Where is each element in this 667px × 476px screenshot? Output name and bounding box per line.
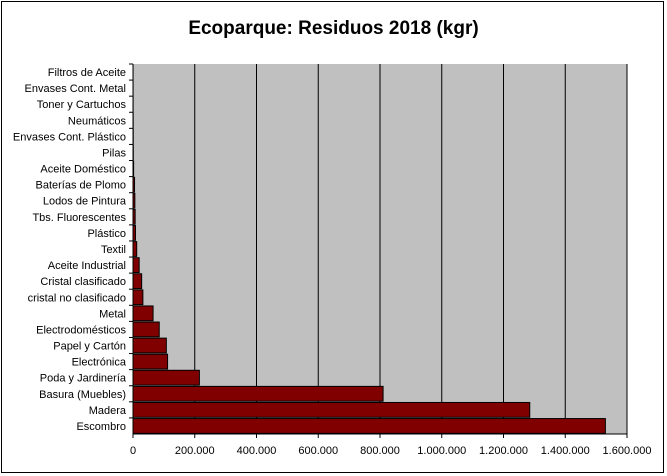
x-tick-label: 0 [130,445,136,457]
bar [132,418,606,434]
x-tick-label: 400.000 [237,445,277,457]
bar [132,401,531,418]
y-tick-label: Envases Cont. Plástico [13,131,126,143]
axes [132,64,627,435]
y-tick-label: Escombro [76,421,126,433]
bar [132,385,384,402]
bar [132,337,167,354]
y-tick-label: Cristal clasificado [40,276,126,288]
bar [132,289,144,306]
chart-title: Ecoparque: Residuos 2018 (kgr) [188,18,479,39]
bar [132,273,143,290]
y-tick-label: Aceite Industrial [48,260,126,272]
gridlines [132,64,628,438]
y-tick-label: Neumáticos [68,115,127,127]
y-tick-label: Textil [101,244,126,256]
y-tick-label: Basura (Muebles) [39,389,126,401]
y-tick-label: Poda y Jardinería [40,373,127,385]
x-tick-label: 1.200.000 [479,445,528,457]
bar [132,369,200,386]
x-tick-label: 200.000 [175,445,215,457]
y-tick-label: Baterías de Plomo [36,180,127,192]
y-tick-label: Metal [99,308,126,320]
y-tick-label: Electrónica [72,357,127,369]
y-tick-labels: Filtros de Aceite Envases Cont. Metal Tone… [13,63,133,433]
y-tick-label: Plástico [87,228,126,240]
y-tick-label: Tbs. Fluorescentes [32,212,126,224]
x-tick-label: 1.400.000 [541,445,590,457]
x-tick-label: 800.000 [360,445,400,457]
x-tick-label: 1.000.000 [417,445,466,457]
x-tick-labels: 0 200.000 400.000 600.000 800.000 1.000.000 1.… [130,445,652,457]
y-tick-label: Toner y Cartuchos [37,99,127,111]
y-tick-label: cristal no clasificado [28,292,126,304]
x-tick-label: 600.000 [298,445,338,457]
y-tick-label: Lodos de Pintura [43,196,127,208]
bar [132,257,140,273]
bar [132,241,138,257]
y-tick-label: Aceite Doméstico [40,164,126,176]
y-tick-label: Electrodomésticos [36,324,126,336]
bar [132,305,154,322]
y-tick-label: Pilas [102,147,126,159]
bar [132,321,160,338]
y-tick-label: Filtros de Aceite [48,67,126,79]
bars [132,64,606,434]
y-tick-label: Envases Cont. Metal [25,83,127,95]
bar [132,353,169,370]
x-tick-label: 1.600.000 [603,445,652,457]
y-tick-label: Papel y Cartón [53,341,126,353]
y-tick-label: Madera [89,405,127,417]
